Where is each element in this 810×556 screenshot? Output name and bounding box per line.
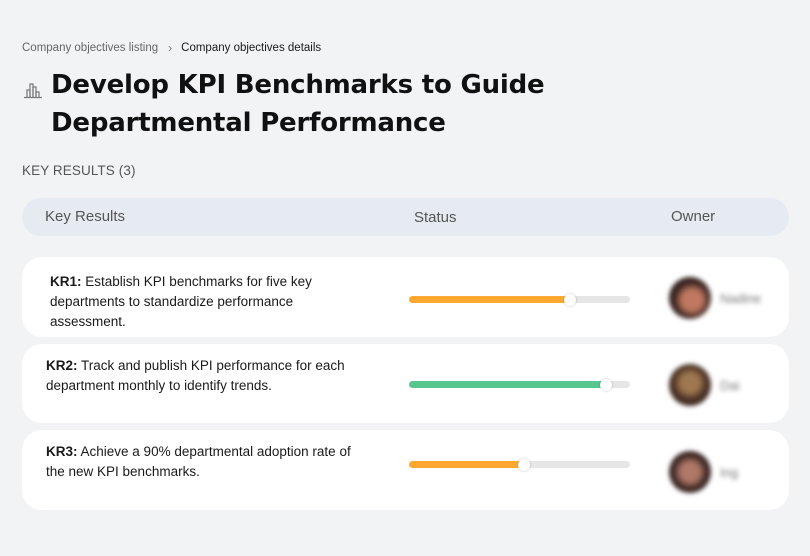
progress-fill xyxy=(409,381,606,388)
key-result-description: Track and publish KPI performance for ea… xyxy=(46,358,345,393)
status-progress-slider[interactable] xyxy=(409,458,630,471)
owner[interactable]: Ing xyxy=(669,451,738,493)
owner-name: Nadine xyxy=(720,290,762,306)
breadcrumb-separator-icon: › xyxy=(168,41,173,55)
owner-name: Dai xyxy=(720,377,740,393)
key-result-description: Achieve a 90% departmental adoption rate… xyxy=(46,444,351,479)
key-result-text: KR2: Track and publish KPI performance f… xyxy=(46,356,366,396)
key-result-id: KR2: xyxy=(46,358,78,373)
table-row[interactable]: KR3: Achieve a 90% departmental adoption… xyxy=(22,430,789,510)
table-row[interactable]: KR2: Track and publish KPI performance f… xyxy=(22,344,789,423)
avatar xyxy=(669,451,711,493)
status-progress-slider[interactable] xyxy=(409,293,630,306)
key-result-id: KR3: xyxy=(46,444,78,459)
key-result-id: KR1: xyxy=(50,274,82,289)
owner[interactable]: Nadine xyxy=(669,277,761,319)
column-header-key-results: Key Results xyxy=(45,208,126,225)
table-header: Key Results Status Owner xyxy=(22,198,789,236)
avatar xyxy=(669,277,711,319)
progress-thumb[interactable] xyxy=(599,378,612,391)
breadcrumb-link-objectives-listing[interactable]: Company objectives listing xyxy=(22,42,159,54)
table-row[interactable]: KR1: Establish KPI benchmarks for five k… xyxy=(22,257,789,337)
breadcrumb: Company objectives listing › Company obj… xyxy=(22,40,321,56)
breadcrumb-current-page: Company objectives details xyxy=(181,42,322,54)
column-header-owner: Owner xyxy=(671,208,716,225)
page-title: Develop KPI Benchmarks to Guide Departme… xyxy=(51,70,545,138)
avatar xyxy=(669,364,711,406)
key-results-count-label: KEY RESULTS (3) xyxy=(22,163,136,178)
owner[interactable]: Dai xyxy=(669,364,740,406)
objective-header: Develop KPI Benchmarks to Guide Departme… xyxy=(22,66,722,142)
progress-fill xyxy=(409,461,524,468)
key-result-text: KR1: Establish KPI benchmarks for five k… xyxy=(50,272,340,332)
key-result-description: Establish KPI benchmarks for five key de… xyxy=(50,274,312,329)
column-header-status: Status xyxy=(414,209,457,226)
progress-fill xyxy=(409,296,571,303)
key-result-text: KR3: Achieve a 90% departmental adoption… xyxy=(46,442,366,482)
bar-chart-buildings-icon xyxy=(24,83,42,99)
progress-thumb[interactable] xyxy=(517,458,530,471)
status-progress-slider[interactable] xyxy=(409,378,630,391)
owner-name: Ing xyxy=(720,464,739,480)
progress-thumb[interactable] xyxy=(564,293,577,306)
